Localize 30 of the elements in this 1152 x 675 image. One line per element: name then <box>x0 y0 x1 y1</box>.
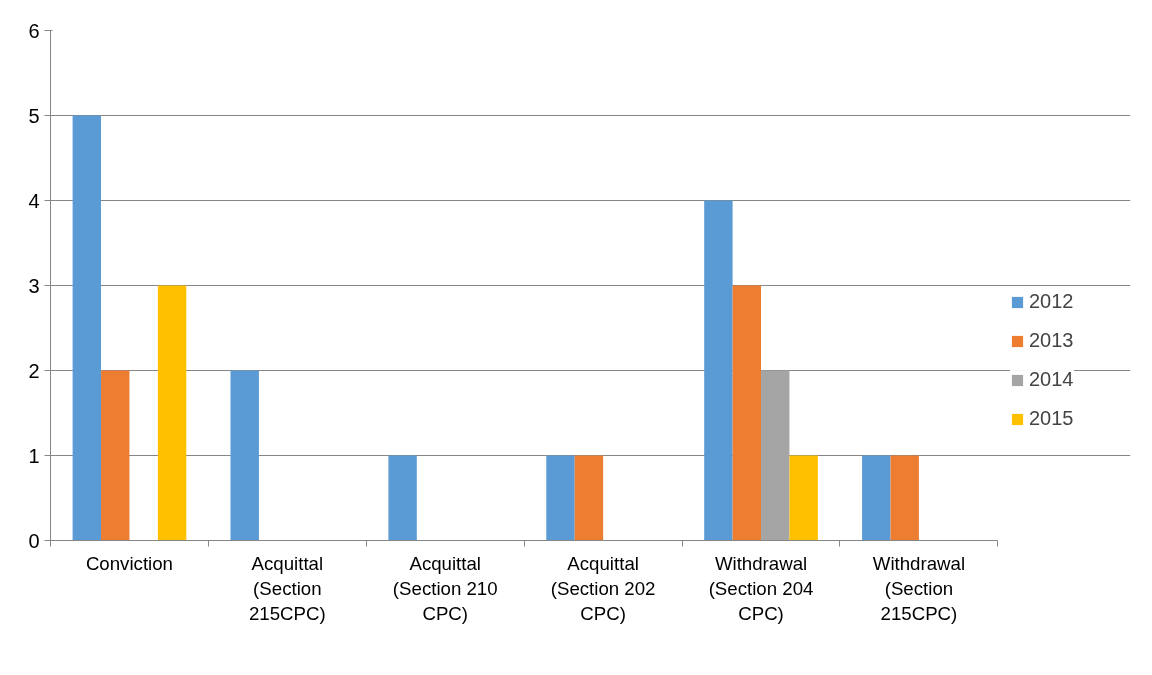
bar <box>574 455 604 541</box>
bar <box>388 455 417 541</box>
bar <box>546 455 575 541</box>
y-tick-label: 1 <box>28 444 40 467</box>
bar <box>732 285 762 541</box>
y-tick-label: 3 <box>28 274 40 297</box>
y-tick-label: 0 <box>28 529 40 552</box>
bar <box>72 115 102 541</box>
y-tick-label: 4 <box>28 189 40 212</box>
legend-label: 2015 <box>1029 407 1074 430</box>
x-tick-label: Withdrawal (Section 204 CPC) <box>708 552 814 624</box>
x-tick-label: Conviction <box>85 552 173 574</box>
x-tick-label: Acquittal (Section 202 CPC) <box>550 552 656 624</box>
legend-label: 2012 <box>1029 290 1074 313</box>
x-tick-label: Acquittal (Section 215CPC) <box>248 552 326 624</box>
bar <box>890 455 919 541</box>
x-tick-label: Withdrawal (Section 215CPC) <box>872 552 966 624</box>
y-tick-label: 6 <box>28 19 40 42</box>
x-tick-label: Acquittal (Section 210 CPC) <box>392 552 498 624</box>
y-tick-label: 2 <box>28 359 40 382</box>
bar <box>704 200 733 541</box>
y-tick-label: 5 <box>28 104 40 127</box>
legend-label: 2014 <box>1029 368 1074 391</box>
bar <box>862 455 891 541</box>
bar <box>101 370 130 541</box>
bar <box>230 370 259 541</box>
bar <box>789 455 818 541</box>
bar <box>761 370 790 541</box>
legend-label: 2013 <box>1029 329 1074 352</box>
bar <box>157 285 187 541</box>
